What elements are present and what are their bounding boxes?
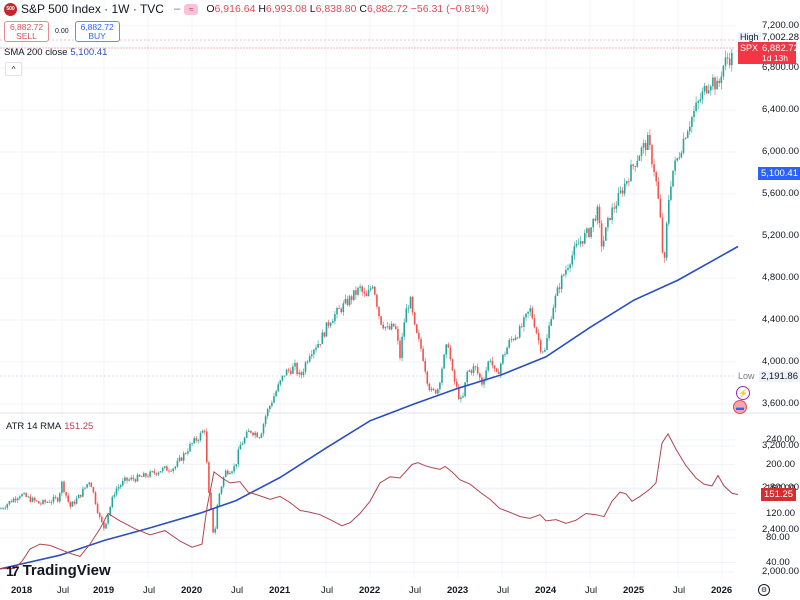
price-tick: 3,600.00 (762, 398, 799, 409)
ohlc-values: O6,916.64 H6,993.08 L6,838.80 C6,882.72 … (206, 3, 489, 15)
time-tick: 2021 (269, 585, 291, 596)
time-tick: Jul (497, 585, 510, 596)
atr-tick: 40.00 (766, 556, 790, 568)
time-tick: 2018 (11, 585, 33, 596)
atr-line (0, 432, 739, 570)
price-tick: 5,600.00 (762, 188, 799, 199)
last-price-tag: SPX 6,882.72 1d 13h (738, 42, 799, 64)
time-tick: Jul (321, 585, 334, 596)
sma-price-tag: 5,100.41 (758, 167, 800, 180)
time-tick: 2019 (93, 585, 115, 596)
price-candles (0, 48, 733, 535)
grid-lines (0, 0, 735, 578)
price-tick: 4,000.00 (762, 356, 799, 367)
price-tick: 2,400.00 (762, 524, 799, 535)
atr-value-tag: 151.25 (761, 488, 797, 501)
time-tick: 2022 (359, 585, 381, 596)
buy-button[interactable]: 6,882.72 BUY (74, 21, 120, 42)
price-tick: 2,000.00 (762, 566, 799, 577)
price-tick: 7,200.00 (762, 20, 799, 31)
symbol-legend: 500 S&P 500 Index · 1W · TVC – ≈ O6,916.… (4, 2, 489, 16)
change-value: −56.31 (−0.81%) (410, 3, 489, 15)
chevron-up-icon: ^ (11, 64, 16, 74)
price-tick: 6,400.00 (762, 104, 799, 115)
atr-tick: 80.00 (766, 532, 790, 543)
price-tick: 4,400.00 (762, 314, 799, 325)
time-tick: 2025 (623, 585, 645, 596)
time-tick: Jul (585, 585, 598, 596)
time-tick: 2020 (181, 585, 203, 596)
price-tick: 5,200.00 (762, 230, 799, 241)
collapse-legend-button[interactable]: ^ (5, 62, 22, 76)
sp500-logo-icon: 500 (4, 2, 17, 16)
settings-gear-icon[interactable]: ⚙ (758, 584, 770, 596)
minimize-icon[interactable]: – (173, 3, 181, 15)
trade-buttons: 6,882.72 SELL 0.00 6,882.72 BUY (4, 21, 120, 42)
price-tick: 6,000.00 (762, 146, 799, 157)
tradingview-mark-icon: 17 (6, 562, 20, 579)
price-tick: 4,800.00 (762, 272, 799, 283)
market-status-icon[interactable]: ≈ (184, 3, 199, 15)
time-tick: Jul (409, 585, 422, 596)
atr-value: 151.25 (64, 421, 94, 432)
lightning-icon[interactable]: ⚡ (736, 386, 750, 400)
price-tick: 2,800.00 (762, 482, 799, 493)
time-tick: Jul (57, 585, 70, 596)
high-label: High (738, 32, 761, 42)
time-tick: 2024 (535, 585, 557, 596)
time-tick: Jul (673, 585, 686, 596)
symbol-title[interactable]: S&P 500 Index · 1W · TVC (21, 2, 164, 16)
low-value: 2,191.86 (759, 371, 800, 382)
sma-200-line (0, 245, 739, 570)
atr-tick: 240.00 (766, 434, 796, 445)
sma-value: 5,100.41 (70, 47, 108, 58)
sell-button[interactable]: 6,882.72 SELL (4, 21, 49, 42)
tradingview-logo[interactable]: 17 TradingView (6, 562, 111, 579)
atr-tick: 200.00 (766, 458, 796, 470)
price-tick: 6,800.00 (762, 62, 799, 73)
high-value: 7,002.28 (762, 32, 799, 43)
time-tick: Jul (231, 585, 244, 596)
us-flag-icon[interactable]: ▬ (733, 400, 747, 414)
time-tick: Jul (143, 585, 156, 596)
atr-tick: 120.00 (766, 507, 796, 519)
spread-value: 0.00 (55, 28, 69, 35)
time-tick: 2023 (447, 585, 469, 596)
price-tick: 3,200.00 (762, 440, 799, 451)
time-tick: 2026 (711, 585, 733, 596)
low-label: Low (738, 371, 755, 381)
atr-legend[interactable]: ATR 14 RMA 151.25 (6, 421, 94, 432)
sma-legend[interactable]: SMA 200 close 5,100.41 (4, 47, 108, 58)
